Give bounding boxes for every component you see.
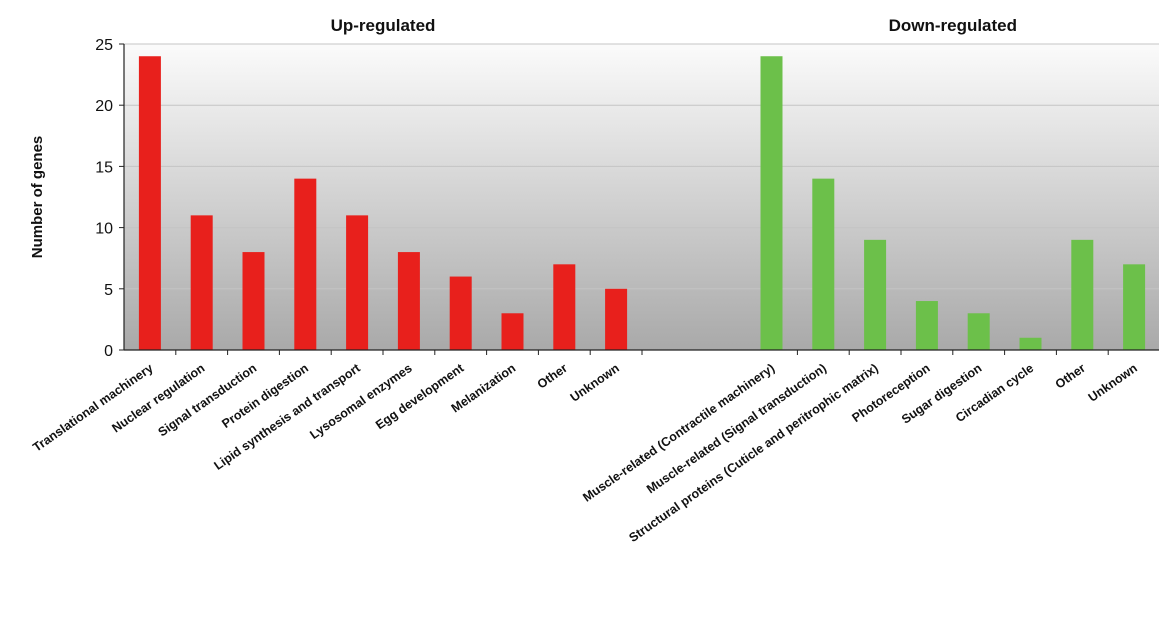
x-tick-label: Other xyxy=(1053,361,1088,392)
y-tick-label: 15 xyxy=(95,159,113,176)
bar xyxy=(760,56,783,351)
bar xyxy=(864,239,887,350)
bar xyxy=(138,56,161,351)
x-tick-label: Signal transduction xyxy=(156,361,260,439)
bar xyxy=(449,276,472,350)
x-tick-label: Muscle-related (Contractile machinery) xyxy=(580,361,777,505)
bar xyxy=(605,288,628,350)
group-title: Down-regulated xyxy=(889,16,1017,35)
x-tick-label: Unknown xyxy=(1086,361,1140,405)
bar xyxy=(501,313,524,350)
x-tick-label: Nuclear regulation xyxy=(109,361,207,435)
bars xyxy=(138,56,1146,351)
x-tick-label: Protein digestion xyxy=(219,361,311,431)
bar xyxy=(1019,337,1042,350)
bar xyxy=(812,178,835,350)
bar xyxy=(190,215,213,350)
bar xyxy=(294,178,317,350)
y-tick-label: 5 xyxy=(104,282,113,299)
bar xyxy=(915,301,938,350)
bar xyxy=(1123,264,1146,350)
y-axis-label: Number of genes xyxy=(29,136,46,259)
plot-area xyxy=(124,44,1159,350)
y-tick-label: 20 xyxy=(95,98,113,115)
x-tick-label: Other xyxy=(535,361,570,392)
y-tick-label: 10 xyxy=(95,221,113,238)
group-title: Up-regulated xyxy=(331,16,436,35)
bar xyxy=(1071,239,1094,350)
y-tick-label: 0 xyxy=(104,343,113,360)
bar xyxy=(346,215,369,350)
bar xyxy=(553,264,576,350)
x-tick-label: Unknown xyxy=(568,361,622,405)
bar xyxy=(242,252,265,350)
x-tick-label: Egg development xyxy=(373,361,467,433)
y-tick-label: 25 xyxy=(95,37,113,54)
bar xyxy=(967,313,990,350)
axes xyxy=(119,43,1159,355)
bar xyxy=(397,252,420,350)
